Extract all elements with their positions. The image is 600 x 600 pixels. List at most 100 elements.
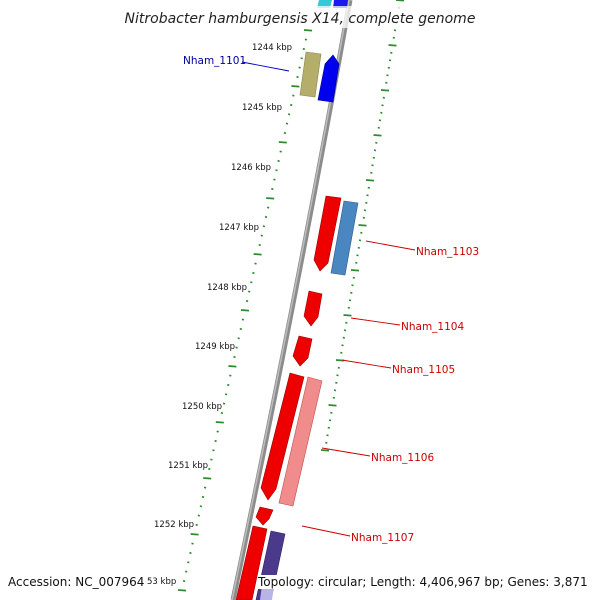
gene-nham-1106: [278, 376, 323, 507]
outer-ring-tick: [373, 149, 377, 152]
gene-label-nham-1105: Nham_1105: [392, 364, 455, 376]
inner-ring-tick: [266, 206, 270, 209]
inner-ring-tick: [197, 514, 201, 517]
inner-ring-tick: [271, 187, 274, 191]
inner-ring-tick: [216, 430, 219, 433]
inner-ring-tick: [199, 505, 203, 508]
outer-ring-tick: [345, 321, 348, 324]
outer-ring-tick: [355, 261, 358, 264]
inner-ring-tick: [222, 402, 226, 405]
outer-ring-tick: [393, 29, 397, 32]
outer-ring-tick: [328, 419, 332, 422]
outer-ring-tick: [350, 269, 360, 272]
inner-ring-tick: [279, 150, 282, 153]
inner-ring-tick: [184, 570, 188, 573]
outer-ring-tick: [335, 381, 338, 384]
outer-ring-tick: [362, 216, 366, 219]
inner-ring-tick: [240, 309, 250, 312]
inner-ring-tick: [289, 103, 293, 107]
feature-bottom-red: [235, 525, 268, 600]
outer-ring-tick: [378, 119, 382, 122]
gene-label-nham-1107: Nham_1107: [351, 532, 414, 544]
outer-ring-tick: [342, 336, 346, 339]
label-line-nham-1104: [350, 317, 401, 326]
label-line-nham-1103: [365, 240, 416, 251]
inner-ring-tick: [212, 449, 215, 452]
inner-ring-tick: [201, 495, 205, 499]
inner-ring-tick: [283, 131, 287, 135]
inner-ring-tick: [191, 542, 194, 545]
outer-ring-tick: [388, 59, 392, 62]
outer-ring-tick: [365, 179, 375, 182]
outer-ring-tick: [390, 51, 393, 54]
outer-ring-tick: [380, 111, 383, 114]
inner-ring-tick: [195, 523, 198, 527]
outer-ring-tick: [375, 141, 378, 144]
topology-text: Topology: circular; Length: 4,406,967 bp…: [258, 575, 588, 589]
inner-ring-tick: [224, 393, 228, 396]
kbp-label-1245: 1245 kbp: [242, 103, 282, 113]
inner-ring-tick: [239, 327, 243, 331]
inner-ring-tick: [292, 94, 295, 97]
kbp-label-1253: 53 kbp: [147, 577, 177, 587]
inner-ring-tick: [247, 290, 251, 293]
outer-ring-tick: [373, 134, 382, 137]
kbp-label-1244: 1244 kbp: [252, 43, 292, 53]
inner-ring-tick: [229, 374, 232, 377]
inner-ring-tick: [260, 234, 264, 237]
inner-tick-ring: [177, 29, 313, 592]
gene-label-nham-1106: Nham_1106: [371, 452, 434, 464]
label-line-nham-1107: [301, 525, 351, 537]
inner-ring-tick: [264, 215, 268, 219]
inner-ring-tick: [228, 365, 237, 368]
inner-ring-tick: [254, 262, 257, 265]
outer-ring-tick: [381, 104, 384, 107]
gene-nham-1105: [292, 335, 313, 367]
gene-nham-1104: [303, 290, 323, 327]
outer-ring-tick: [320, 449, 330, 452]
inner-ring-tick: [304, 38, 308, 41]
gene-nham-1103-partner: [313, 195, 342, 272]
outer-ring-tick: [336, 374, 339, 377]
inner-ring-tick: [296, 75, 299, 79]
inner-ring-tick: [210, 458, 213, 461]
outer-ring-tick: [343, 329, 347, 332]
inner-ring-tick: [214, 439, 217, 443]
outer-ring-tick: [377, 126, 381, 129]
inner-ring-tick: [250, 281, 253, 284]
outer-ring-tick: [385, 81, 388, 84]
inner-ring-tick: [215, 421, 224, 424]
outer-ring-tick: [337, 366, 341, 369]
inner-ring-tick: [278, 141, 287, 144]
inner-ring-tick: [262, 225, 266, 228]
kbp-label-1250: 1250 kbp: [182, 402, 222, 412]
inner-ring-tick: [303, 29, 313, 32]
inner-ring-tick: [302, 47, 306, 51]
outer-ring-tick: [347, 306, 351, 309]
outer-ring-tick: [371, 164, 374, 167]
inner-ring-tick: [203, 486, 207, 489]
gene-nham-1101: [317, 54, 340, 103]
inner-ring-tick: [285, 122, 289, 125]
kbp-label-1251: 1251 kbp: [168, 461, 208, 471]
inner-ring-tick: [233, 355, 236, 359]
kbp-label-1252: 1252 kbp: [154, 520, 194, 530]
outer-ring-tick: [358, 224, 367, 227]
outer-ring-tick: [352, 276, 356, 279]
outer-ring-tick: [340, 351, 343, 354]
outer-ring-tick: [395, 0, 405, 2]
outer-ring-tick: [370, 171, 373, 174]
outer-ring-tick: [382, 96, 386, 99]
inner-ring-tick: [189, 551, 192, 555]
label-line-nham-1105: [341, 359, 392, 369]
outer-ring-tick: [388, 44, 397, 47]
outer-ring-tick: [365, 201, 368, 204]
kbp-label-1246: 1246 kbp: [231, 163, 271, 173]
outer-tick-ring: [320, 0, 405, 452]
outer-ring-tick: [341, 344, 344, 347]
outer-ring-tick: [327, 426, 331, 429]
outer-ring-tick: [392, 36, 396, 39]
outer-ring-tick: [348, 299, 352, 302]
inner-ring-tick: [252, 271, 255, 275]
inner-ring-tick: [203, 477, 212, 480]
